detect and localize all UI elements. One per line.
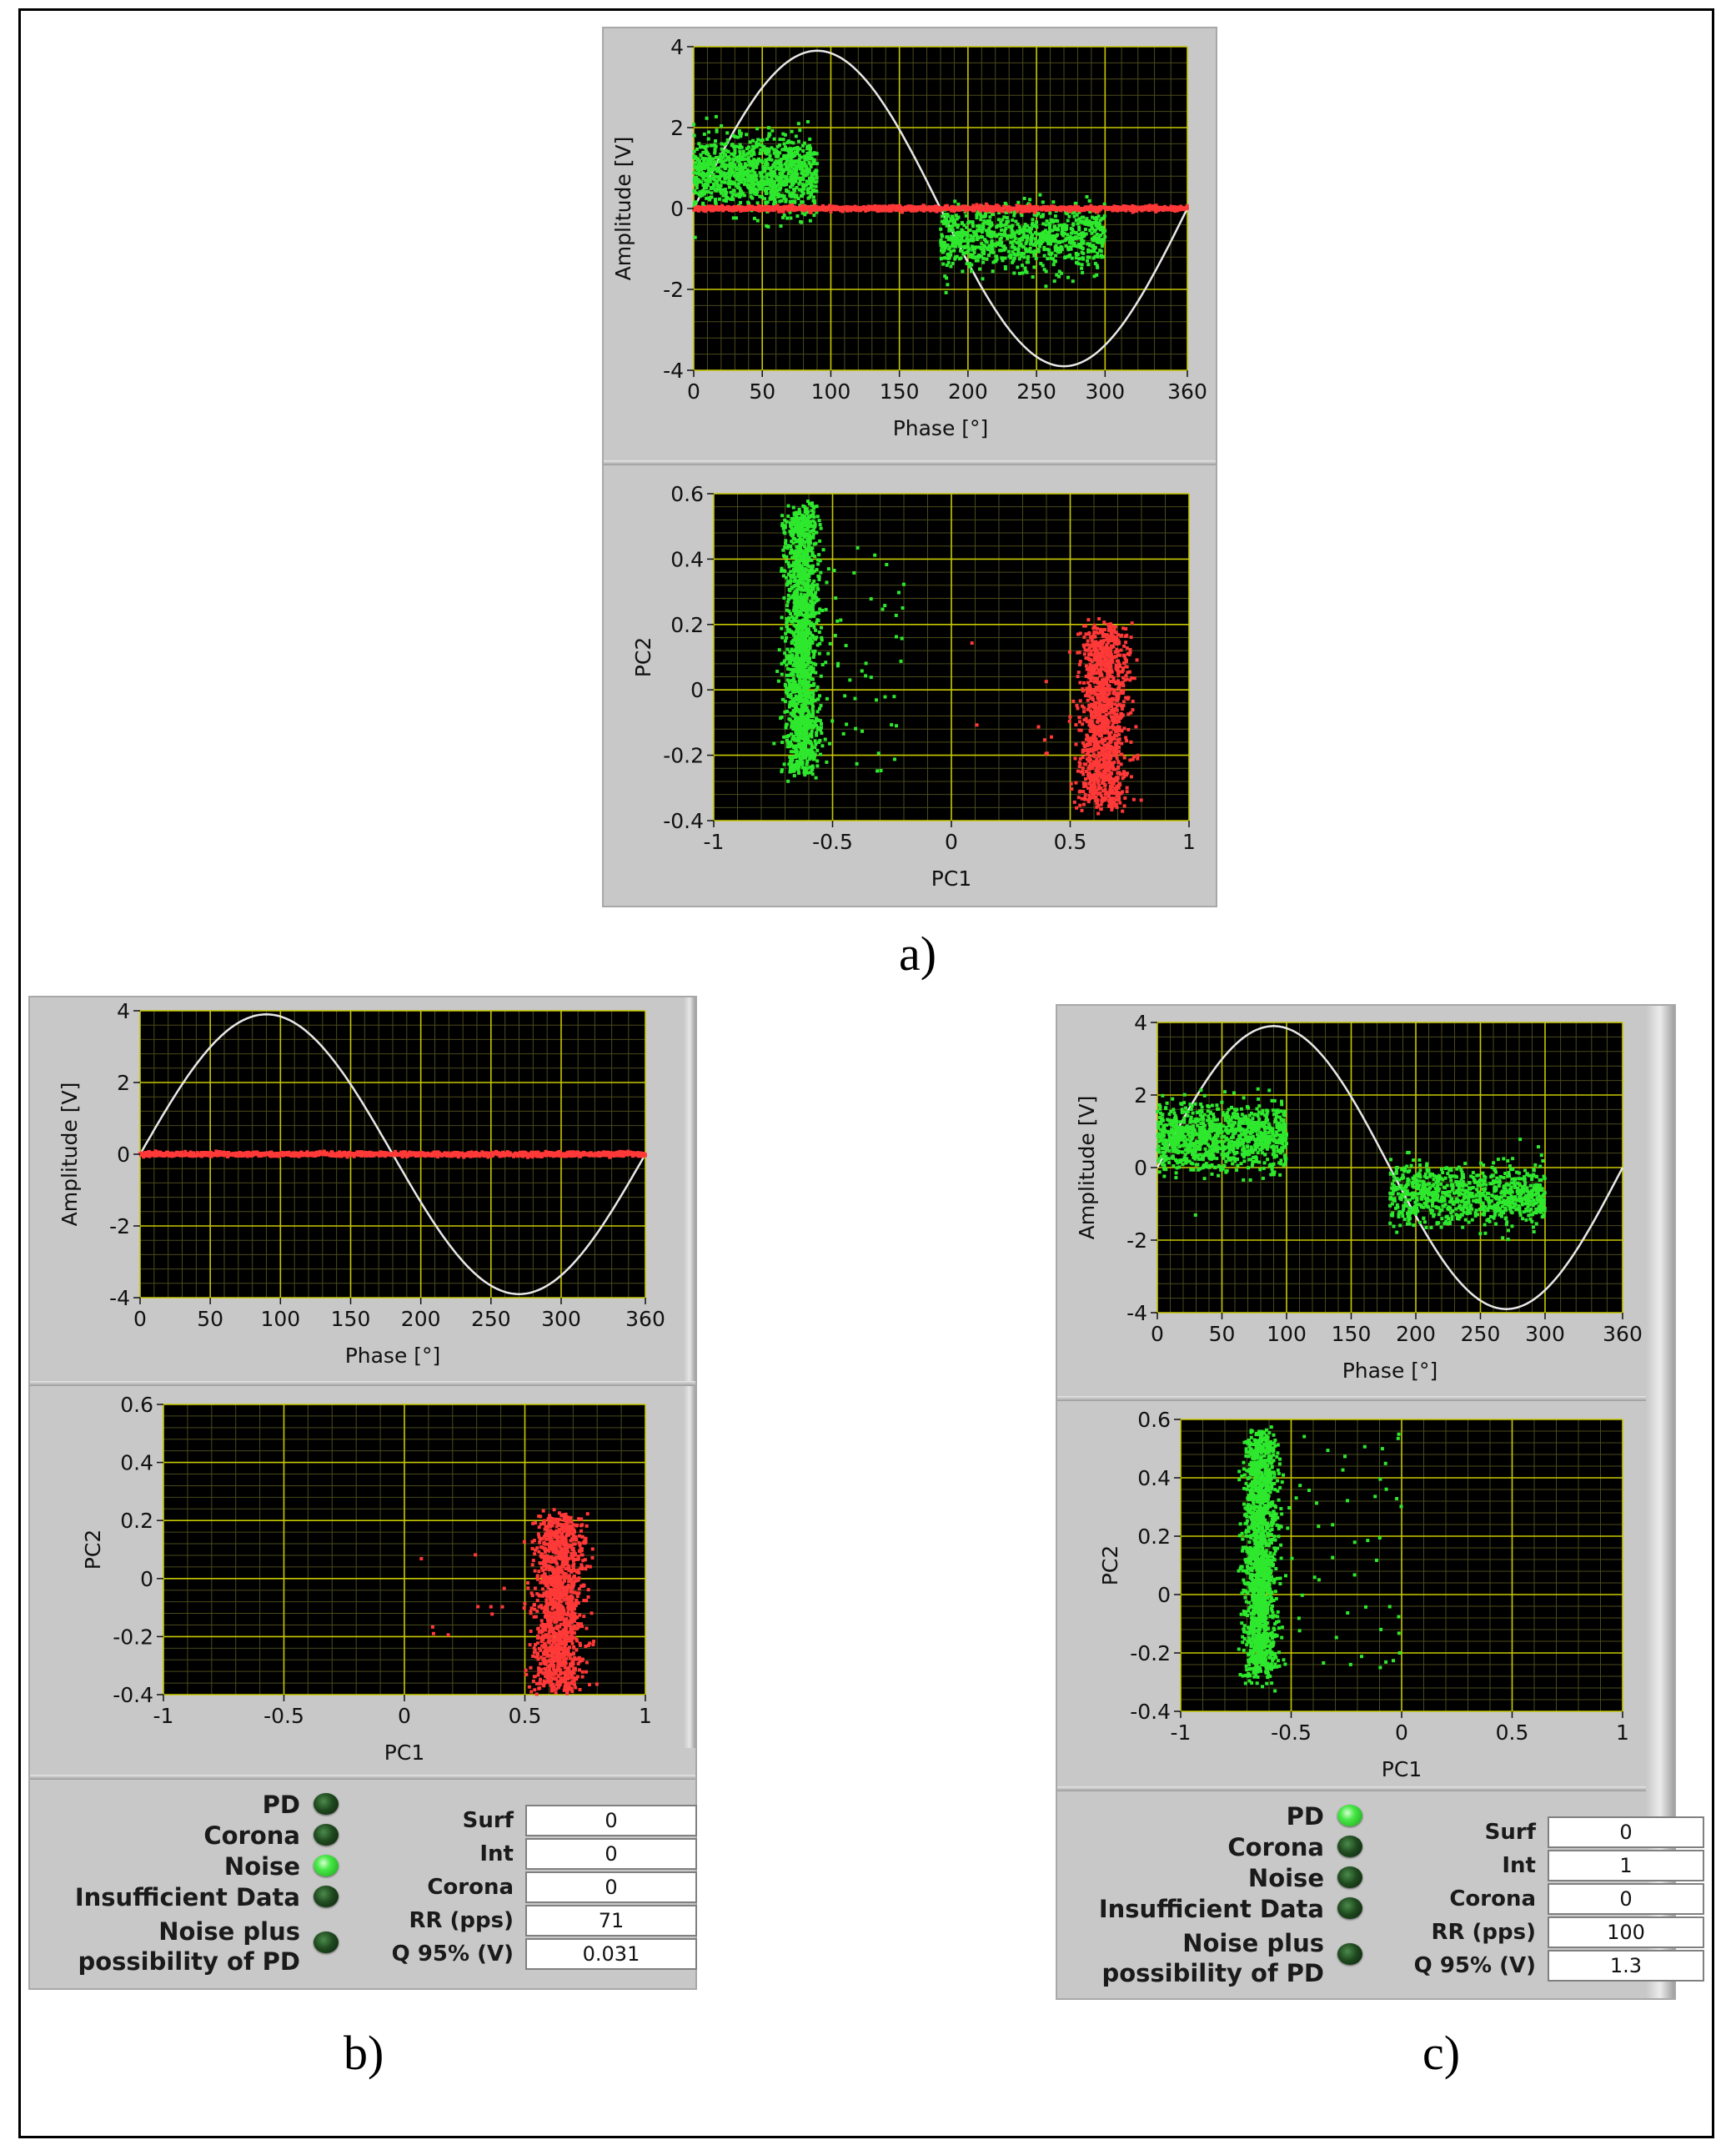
panel-a-divider [604, 460, 1216, 465]
panel-a [602, 27, 1217, 907]
